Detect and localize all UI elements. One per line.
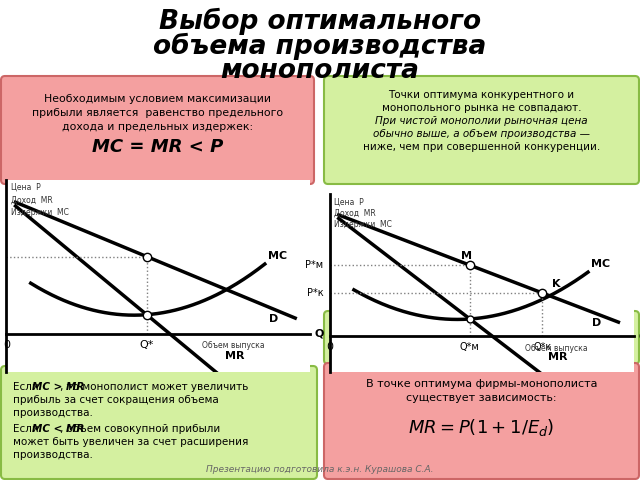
Text: прибыли является  равенство предельного: прибыли является равенство предельного	[32, 108, 283, 118]
Text: MC = MR < P: MC = MR < P	[92, 138, 223, 156]
Text: Если: Если	[13, 424, 42, 434]
Text: , объем совокупной прибыли: , объем совокупной прибыли	[60, 424, 220, 434]
Text: производства.: производства.	[13, 450, 93, 460]
Text: ниже, чем при совершенной конкуренции.: ниже, чем при совершенной конкуренции.	[363, 142, 600, 152]
Text: Презентацию подготовила к.э.н. Курашова С.А.: Презентацию подготовила к.э.н. Курашова …	[206, 465, 434, 474]
FancyBboxPatch shape	[324, 363, 639, 479]
Text: Издержки  MC: Издержки MC	[334, 220, 392, 229]
Text: 0: 0	[3, 340, 10, 350]
Text: 0: 0	[326, 342, 333, 352]
Text: MC > MR: MC > MR	[33, 382, 85, 392]
Text: Цена  P: Цена P	[334, 197, 364, 206]
Text: D: D	[269, 314, 278, 324]
Text: Объем выпуска: Объем выпуска	[202, 341, 265, 350]
FancyBboxPatch shape	[324, 311, 639, 364]
Text: Необходимым условием максимизации: Необходимым условием максимизации	[44, 94, 271, 104]
Text: MC < MR: MC < MR	[33, 424, 85, 434]
Text: Если: Если	[13, 382, 42, 392]
Text: Доход  MR: Доход MR	[334, 209, 376, 217]
Text: MC: MC	[268, 251, 287, 261]
Text: монопольного рынка не совпадают.: монопольного рынка не совпадают.	[381, 103, 581, 113]
Text: прибыль за счет сокращения объема: прибыль за счет сокращения объема	[13, 395, 219, 405]
Text: Точки оптимума на конкурентном и монопольном: Точки оптимума на конкурентном и монопол…	[337, 325, 627, 335]
Text: объема производства: объема производства	[154, 33, 486, 60]
Text: Выбор оптимального: Выбор оптимального	[159, 8, 481, 35]
Text: Q: Q	[638, 332, 640, 341]
Text: Цена  P: Цена P	[11, 183, 41, 192]
Text: Q: Q	[315, 329, 324, 338]
Text: MC: MC	[591, 259, 610, 269]
Text: производства.: производства.	[13, 408, 93, 418]
Text: M: M	[461, 251, 472, 261]
Text: обычно выше, а объем производства —: обычно выше, а объем производства —	[373, 129, 590, 139]
Text: рынках: рынках	[460, 339, 502, 349]
Text: дохода и предельных издержек:: дохода и предельных издержек:	[62, 122, 253, 132]
Text: D: D	[593, 318, 602, 328]
Text: Доход  MR: Доход MR	[11, 195, 52, 204]
Text: $MR = P(1+1/E_d)$: $MR = P(1+1/E_d)$	[408, 417, 555, 438]
Text: , то монополист может увеличить: , то монополист может увеличить	[60, 382, 248, 392]
Text: Q*: Q*	[140, 340, 154, 350]
Text: P*к: P*к	[307, 288, 324, 298]
Text: монополиста: монополиста	[221, 58, 419, 84]
Text: Точки оптимума конкурентного и: Точки оптимума конкурентного и	[388, 90, 575, 100]
Text: Издержки  MC: Издержки MC	[11, 208, 69, 216]
Text: При чистой монополии рыночная цена: При чистой монополии рыночная цена	[375, 116, 588, 126]
Text: Объем выпуска: Объем выпуска	[525, 344, 588, 353]
Text: В точке оптимума фирмы-монополиста: В точке оптимума фирмы-монополиста	[365, 379, 597, 389]
FancyBboxPatch shape	[1, 76, 314, 184]
FancyBboxPatch shape	[1, 366, 317, 479]
Text: P*м: P*м	[305, 260, 324, 270]
FancyBboxPatch shape	[324, 76, 639, 184]
Text: Q*к: Q*к	[533, 342, 552, 352]
Text: MR: MR	[225, 351, 244, 361]
Text: Q*м: Q*м	[460, 342, 480, 352]
Text: существует зависимость:: существует зависимость:	[406, 393, 557, 403]
Text: может быть увеличен за счет расширения: может быть увеличен за счет расширения	[13, 437, 248, 447]
Text: K: K	[552, 279, 560, 289]
Text: MR: MR	[548, 352, 567, 362]
